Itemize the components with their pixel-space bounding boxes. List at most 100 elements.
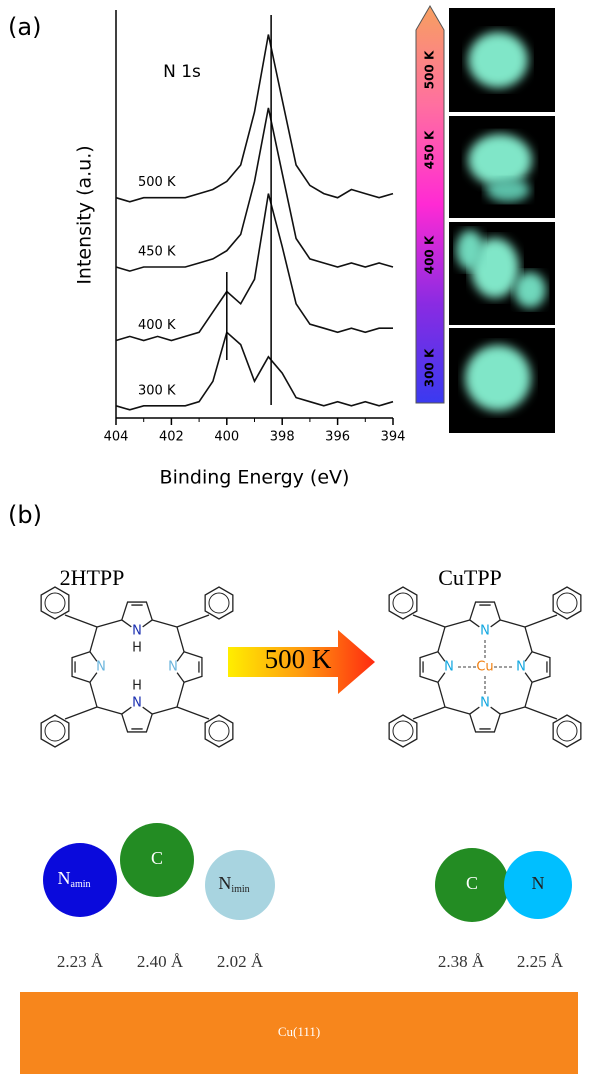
bond (176, 706, 210, 720)
aromatic-ring (44, 592, 66, 614)
atom-label: N (132, 696, 142, 711)
bond (96, 706, 122, 715)
bond (524, 614, 558, 628)
substrate-label: Cu(111) (278, 1024, 320, 1039)
x-tick-label: 396 (325, 430, 350, 445)
atom-background (478, 624, 492, 638)
phenyl-ring (388, 714, 418, 748)
aromatic-ring (556, 720, 578, 742)
sphere-label: C (151, 848, 163, 868)
bond (444, 706, 470, 715)
atom-background (130, 641, 144, 655)
x-axis-label: Binding Energy (eV) (160, 467, 350, 489)
series-label: 450 K (138, 245, 176, 260)
x-tick-label: 394 (381, 430, 406, 445)
bond (412, 706, 446, 720)
bond (176, 682, 185, 708)
bond-distance: 2.02 Å (217, 952, 264, 971)
molecule-title: CuTPP (438, 565, 502, 590)
panel-label: (a) (8, 13, 41, 41)
aromatic-ring (392, 592, 414, 614)
colorbar-label: 300 K (423, 348, 437, 387)
substrate (20, 992, 578, 1074)
reaction-arrow (228, 630, 375, 694)
atom-label: N (516, 660, 526, 675)
stm-blob (456, 230, 484, 270)
bond (437, 626, 446, 652)
pyrrole-ring (469, 702, 501, 733)
bond (444, 619, 470, 628)
colorbar-label: 400 K (423, 235, 437, 274)
atom-background (130, 696, 144, 710)
aromatic-ring (556, 592, 578, 614)
bond (176, 614, 210, 628)
colorbar-label: 500 K (423, 50, 437, 89)
bond (524, 682, 533, 708)
colorbar-label: 450 K (423, 130, 437, 169)
atom-sphere (435, 848, 509, 922)
bond-distance: 2.23 Å (57, 952, 104, 971)
spectrum-line (115, 330, 394, 411)
bond-distance: 2.40 Å (137, 952, 184, 971)
bond (500, 706, 526, 715)
atom-background (478, 660, 492, 674)
aromatic-ring (44, 720, 66, 742)
bond (412, 614, 446, 628)
sphere-label: C (466, 873, 478, 893)
atom-background (130, 679, 144, 693)
aromatic-ring (208, 720, 230, 742)
atom-label: N (96, 660, 106, 675)
stm-blob (468, 32, 528, 88)
spectrum-line (115, 193, 393, 342)
series-label: 400 K (138, 318, 176, 333)
pyrrole-ring (172, 651, 203, 683)
atom-sphere (504, 851, 572, 919)
phenyl-ring (388, 586, 418, 620)
bond (524, 626, 533, 652)
phenyl-ring (40, 714, 70, 748)
phenyl-ring (552, 714, 582, 748)
molecule-title: 2HTPP (60, 565, 125, 590)
sphere-symbol: C (151, 848, 163, 868)
stm-blob (465, 345, 531, 411)
chart-title: N 1s (163, 62, 201, 82)
arrow-label: 500 K (265, 644, 332, 674)
sphere-label: Nimin (218, 873, 249, 895)
sphere-subscript: imin (231, 884, 249, 895)
bond (89, 682, 98, 708)
atom-label: N (168, 660, 178, 675)
atom-background (166, 660, 180, 674)
x-tick-label: 402 (159, 430, 184, 445)
pyrrole-ring (469, 601, 501, 632)
atom-label: H (132, 679, 142, 694)
stm-images (449, 8, 555, 433)
bond (176, 626, 185, 652)
series-label: 300 K (138, 383, 176, 398)
atom-label: Cu (476, 660, 493, 675)
aromatic-ring (392, 720, 414, 742)
bond (64, 706, 98, 720)
pyrrole-ring (121, 601, 153, 632)
colorbar (415, 5, 445, 404)
pyrrole-ring (419, 651, 450, 683)
aromatic-ring (208, 592, 230, 614)
phenyl-ring (204, 714, 234, 748)
atom-sphere (43, 843, 117, 917)
bond (500, 619, 526, 628)
y-axis-label: Intensity (a.u.) (74, 145, 96, 284)
sphere-symbol: N (58, 868, 71, 888)
bond (152, 619, 178, 628)
stm-blob (486, 178, 530, 202)
sphere-label: N (532, 873, 545, 893)
atom-label: H (132, 641, 142, 656)
x-tick-label: 398 (270, 430, 295, 445)
pyrrole-ring (71, 651, 102, 683)
atom-background (478, 696, 492, 710)
x-tick-label: 404 (104, 430, 129, 445)
atom-label: N (444, 660, 454, 675)
atom-sphere (120, 823, 194, 897)
atom-sphere (205, 850, 275, 920)
atom-label: N (480, 624, 490, 639)
bond (152, 706, 178, 715)
